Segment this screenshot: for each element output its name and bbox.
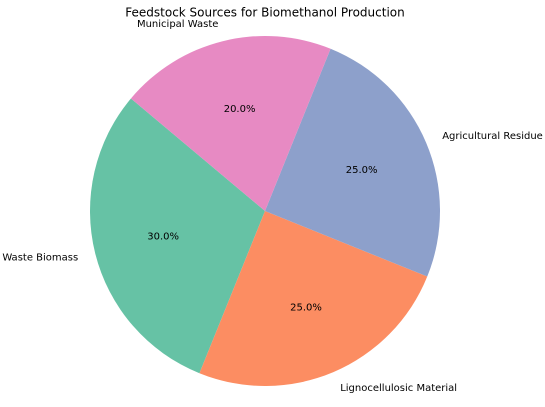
pie-slice xyxy=(130,35,331,212)
percent-label: 25.0% xyxy=(346,165,378,176)
percent-label: 25.0% xyxy=(290,303,322,314)
percent-label: 20.0% xyxy=(224,104,256,115)
percent-label: 30.0% xyxy=(147,231,179,242)
slice-label: Agricultural Residue xyxy=(442,131,543,142)
pie-slice xyxy=(265,48,440,277)
slice-label: Municipal Waste xyxy=(137,19,218,30)
pie-slice xyxy=(90,98,265,374)
chart-title: Feedstock Sources for Biomethanol Produc… xyxy=(125,6,404,20)
slice-label: Waste Biomass xyxy=(2,253,78,264)
slice-label: Lignocellulosic Material xyxy=(340,383,457,394)
pie-slice xyxy=(199,211,428,386)
